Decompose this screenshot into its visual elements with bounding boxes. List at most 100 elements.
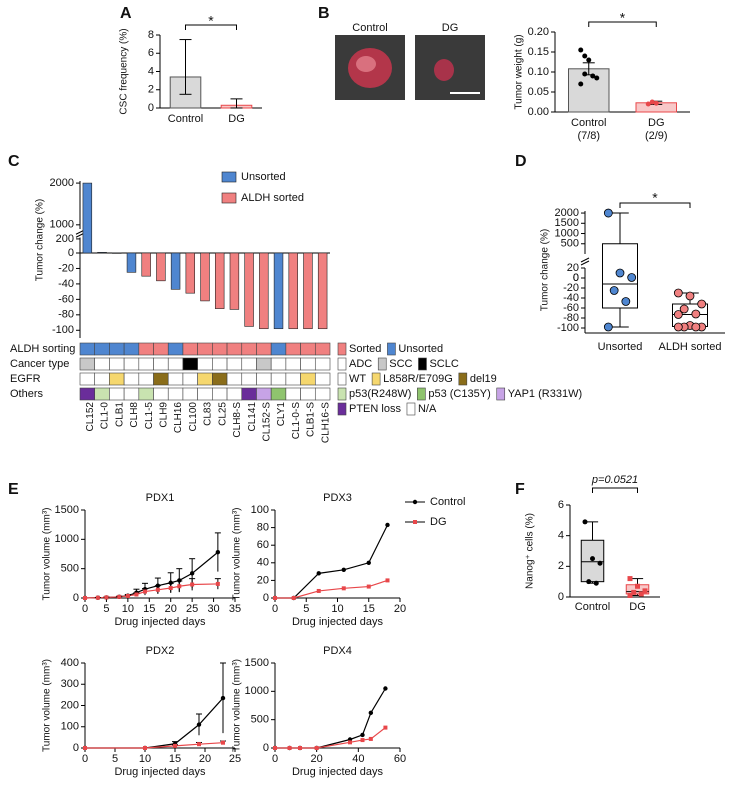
y-axis-label: Nanog⁺ cells (%): [525, 513, 536, 589]
heatmap-cell: [212, 342, 228, 356]
x-tick-label: 0: [82, 603, 88, 615]
x-tick-label: 20: [199, 753, 211, 765]
heatmap-cell: [182, 342, 198, 356]
series-line: [85, 697, 224, 749]
heatmap-cell: [153, 342, 169, 356]
key-label: Sorted: [349, 343, 381, 355]
y-tick-label: 0.10: [528, 66, 549, 78]
data-point: [649, 99, 655, 105]
x-tick-label: 35: [229, 603, 241, 615]
marker: [341, 567, 346, 573]
heatmap-cell: [167, 387, 184, 401]
y-tick-label: 20: [567, 262, 579, 274]
marker: [104, 595, 109, 600]
key-label: N/A: [418, 403, 437, 415]
x-axis-label: Drug injected days: [114, 766, 206, 778]
tumor-dg: [434, 59, 454, 81]
x-tick-label: CLB1: [114, 402, 125, 427]
heatmap-cell: [79, 357, 96, 371]
significance-bracket: [588, 21, 657, 27]
heatmap-cell: [285, 387, 301, 401]
bar: [317, 252, 328, 330]
y-tick-label: 0: [573, 272, 579, 284]
series-line: [85, 742, 224, 749]
x-tick-label: DG: [648, 117, 665, 129]
marker: [220, 695, 226, 701]
y-tick-label: -40: [563, 292, 579, 304]
bar: [229, 252, 240, 310]
y-tick-label: -60: [58, 293, 74, 305]
legend-marker: [412, 499, 418, 505]
y-tick-label: -20: [58, 262, 74, 274]
bar: [170, 252, 181, 290]
data-point: [645, 101, 651, 107]
data-point: [586, 57, 592, 63]
data-point: [691, 309, 701, 319]
heatmap-cell: [226, 342, 243, 356]
data-point: [642, 588, 648, 594]
data-point: [615, 268, 625, 278]
x-tick-label: 5: [112, 753, 118, 765]
y-tick-label: 2: [558, 560, 564, 572]
x-tick-label: CL1-0: [100, 402, 111, 430]
y-axis-label: Tumor volume (mm³): [232, 659, 243, 752]
heatmap-cell: [241, 372, 257, 386]
heatmap-cell: [285, 357, 301, 371]
y-tick-label: 0: [148, 102, 154, 114]
data-point: [578, 81, 584, 87]
data-point: [627, 273, 637, 282]
heatmap-cell: [123, 342, 140, 356]
chart-title: PDX1: [146, 492, 175, 504]
marker: [215, 581, 220, 586]
panel-letter: D: [515, 153, 527, 170]
marker: [196, 722, 202, 727]
axis-break: [580, 257, 590, 263]
heatmap-cell: [197, 357, 213, 371]
heatmap-cell: [212, 372, 228, 386]
marker: [385, 522, 390, 528]
marker: [197, 742, 201, 747]
key-swatch: [458, 372, 468, 386]
key-label: p53 (C135Y): [428, 388, 490, 400]
data-point: [631, 589, 637, 595]
heatmap-cell: [241, 387, 257, 401]
marker: [383, 725, 388, 730]
data-point: [582, 53, 588, 59]
significance-label: *: [208, 13, 214, 29]
data-point: [697, 299, 707, 309]
y-tick-label: 2: [148, 84, 154, 96]
heatmap-cell: [197, 372, 213, 386]
heatmap-cell: [314, 357, 331, 371]
x-tick-label: CL100: [188, 402, 199, 432]
heatmap-cell: [256, 387, 272, 401]
x-tick-label: 40: [352, 753, 364, 765]
x-tick-label: 10: [139, 753, 151, 765]
heatmap-cell: [79, 387, 96, 401]
data-point: [582, 71, 588, 77]
x-axis-label: Drug injected days: [292, 766, 384, 778]
y-tick-label: 0.05: [528, 86, 549, 98]
x-axis-label: Drug injected days: [292, 616, 384, 628]
key-label: p53(R248W): [349, 388, 411, 400]
heatmap-cell: [314, 372, 331, 386]
x-tick-label: 0: [272, 753, 278, 765]
data-point: [679, 304, 689, 314]
heatmap-cell: [300, 357, 316, 371]
significance-bracket: [185, 24, 237, 30]
panel-letter: E: [8, 481, 19, 498]
marker: [177, 584, 182, 589]
heatmap-cell: [138, 342, 154, 356]
heatmap-cell: [285, 342, 301, 356]
x-tick-label: 15: [169, 753, 181, 765]
legend-marker: [413, 520, 417, 524]
marker: [360, 732, 365, 738]
p-value: p=0.0521: [591, 474, 638, 486]
y-tick-label: 1500: [555, 217, 579, 229]
marker: [287, 746, 292, 750]
x-tick-label: 20: [394, 603, 406, 615]
marker: [125, 593, 130, 598]
x-tick-label: CL25: [217, 402, 228, 426]
heatmap-cell: [138, 357, 154, 371]
y-tick-label: 8: [148, 29, 154, 41]
heatmap-cell: [241, 357, 257, 371]
